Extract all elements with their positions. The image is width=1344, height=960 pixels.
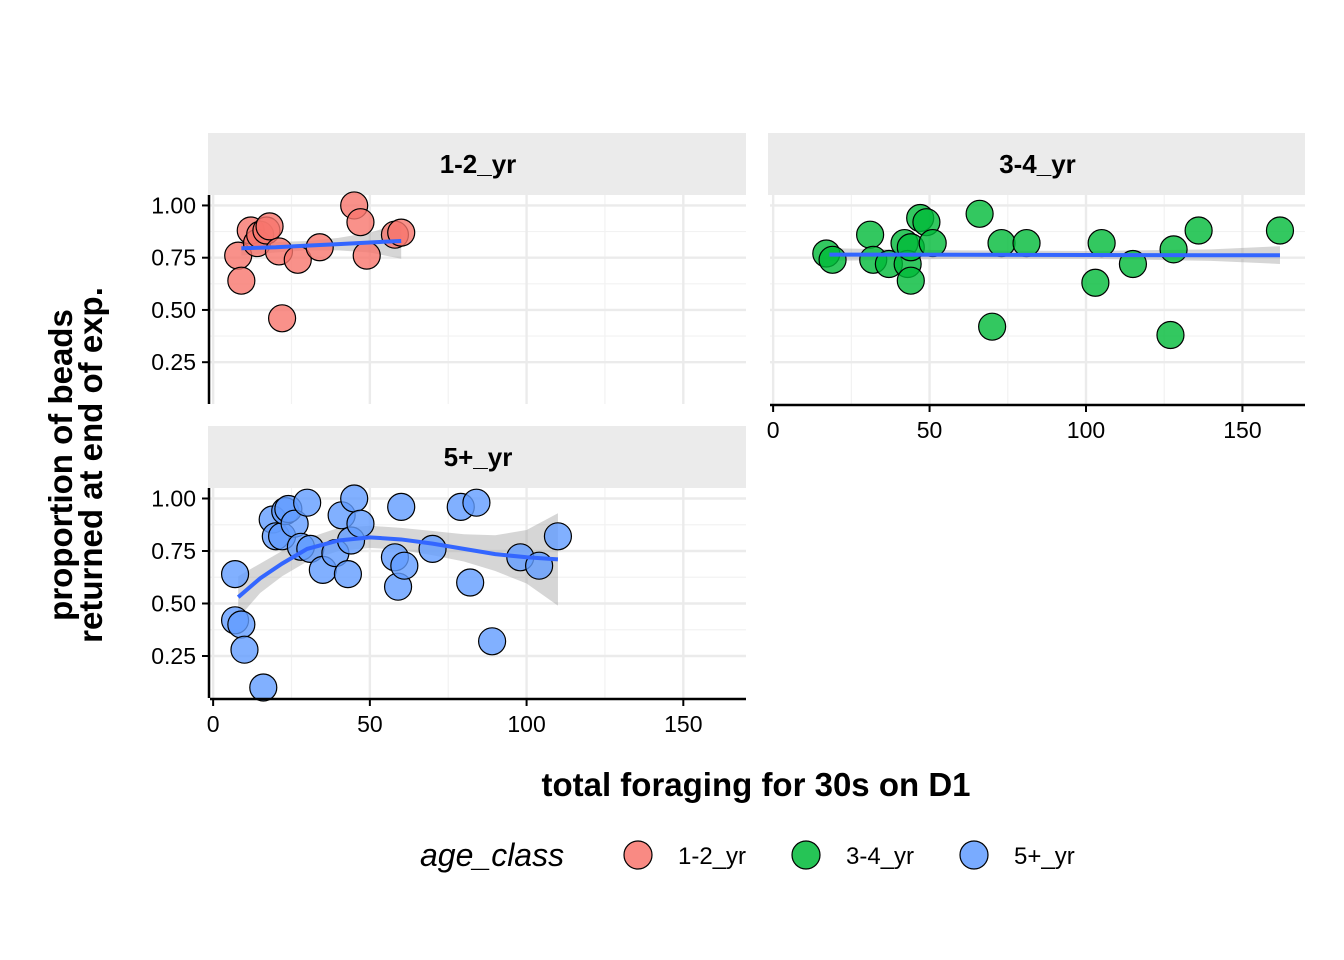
y-tick-label: 0.75 — [151, 245, 196, 271]
data-point — [1081, 268, 1110, 297]
data-point — [456, 568, 485, 597]
data-point — [987, 228, 1016, 258]
facet-strip — [208, 133, 746, 195]
x-tick-label: 150 — [664, 711, 702, 737]
x-tick-label: 50 — [357, 711, 383, 737]
data-point — [1156, 320, 1185, 350]
legend-label-0: 1-2_yr — [678, 843, 746, 870]
data-point — [978, 312, 1007, 341]
x-tick-label: 0 — [207, 711, 220, 737]
y-tick-label: 0.25 — [151, 349, 196, 375]
x-tick-label: 150 — [1223, 417, 1261, 443]
data-point — [1184, 216, 1213, 245]
y-axis-title-line-1: proportion of beads — [42, 309, 79, 621]
y-tick-label: 1.00 — [151, 486, 196, 512]
data-point — [227, 266, 256, 295]
y-axis-title-line-2: returned at end of exp. — [72, 287, 109, 643]
smooth-line — [236, 535, 559, 599]
legend-key-1 — [791, 840, 821, 870]
data-point — [418, 534, 447, 564]
facet-strip-label: 3-4_yr — [999, 149, 1076, 179]
data-point — [352, 241, 381, 270]
legend-label-1: 3-4_yr — [846, 843, 914, 870]
data-point — [543, 522, 573, 551]
panel-3-4_yr: 3-4_yr 0 50 100 150 — [767, 133, 1305, 443]
data-point — [227, 610, 256, 639]
legend: age_class 1-2_yr 3-4_yr 5+_yr — [420, 837, 1075, 873]
data-point — [230, 635, 259, 664]
panel-5+_yr: 5+_yr 0.25 0.50 0.75 1.00 0 50 100 150 — [151, 426, 746, 737]
panels-layer: 1-2_yr0.250.500.751.003-4_yr0 50 100 1505+_… — [151, 133, 1305, 737]
y-tick-label: 0.50 — [151, 591, 196, 617]
y-tick-label: 0.25 — [151, 643, 196, 669]
facet-strip-label: 1-2_yr — [440, 149, 517, 179]
data-point — [346, 208, 375, 237]
y-axis-title-group: proportion of beads returned at end of e… — [42, 287, 109, 643]
smooth-line — [241, 238, 402, 251]
data-point — [965, 199, 994, 228]
data-point — [220, 559, 250, 589]
legend-label-2: 5+_yr — [1014, 843, 1075, 870]
facet-strip-label: 5+_yr — [444, 442, 513, 472]
data-point — [1012, 228, 1041, 258]
panel-1-2_yr: 1-2_yr 0.25 0.50 0.75 1.00 — [151, 133, 746, 404]
y-tick-label: 0.75 — [151, 538, 196, 564]
x-tick-label: 100 — [1067, 417, 1105, 443]
legend-title: age_class — [420, 837, 564, 873]
data-point — [478, 627, 507, 656]
data-point — [818, 245, 847, 274]
smooth-line — [829, 252, 1280, 258]
x-tick-label: 100 — [507, 711, 545, 737]
data-point — [387, 492, 416, 521]
data-point — [856, 220, 885, 249]
data-point — [1118, 249, 1148, 279]
data-point — [255, 212, 284, 241]
legend-key-0 — [623, 840, 653, 870]
data-point — [267, 304, 297, 333]
data-point — [1159, 235, 1188, 264]
data-point — [462, 488, 491, 517]
legend-key-2 — [959, 840, 989, 870]
data-point — [249, 673, 278, 702]
y-tick-label: 1.00 — [151, 192, 196, 218]
data-point — [896, 266, 925, 295]
x-axis-title: total foraging for 30s on D1 — [541, 766, 970, 803]
data-point — [918, 228, 947, 258]
data-point — [333, 559, 363, 589]
data-point — [390, 551, 419, 580]
data-point — [340, 484, 369, 513]
y-tick-label: 0.50 — [151, 297, 196, 323]
data-point — [346, 509, 375, 538]
x-tick-label: 50 — [917, 417, 943, 443]
data-point — [1265, 216, 1295, 245]
facet-strip — [208, 426, 746, 488]
data-point — [293, 488, 322, 517]
facet-strip — [768, 133, 1305, 195]
x-tick-label: 0 — [767, 417, 780, 443]
data-point — [1087, 228, 1116, 258]
